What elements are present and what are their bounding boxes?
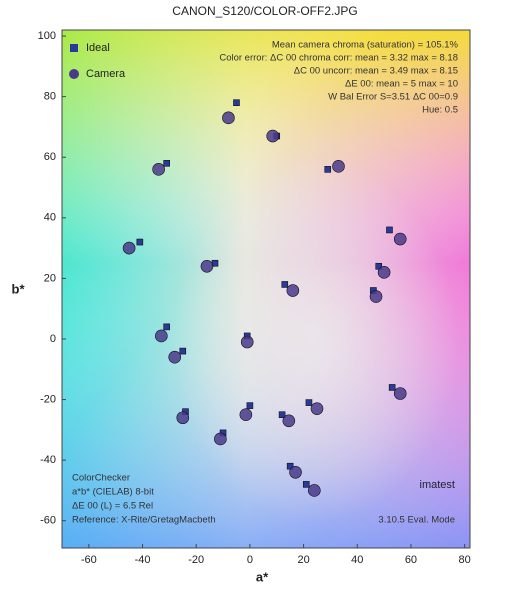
camera-point <box>168 350 182 364</box>
camera-point <box>152 163 165 176</box>
legend-marker <box>70 44 78 52</box>
legend-label: Camera <box>86 68 126 80</box>
plot-bg <box>62 30 470 548</box>
x-tick-label: 0 <box>247 554 253 566</box>
ideal-point <box>179 347 187 355</box>
ideal-point <box>278 411 286 419</box>
legend-label: Ideal <box>86 42 110 54</box>
annotation: W Bal Error S=3.51 ΔC 00=0.9 <box>328 92 458 103</box>
annotation: ΔE 00: mean = 5 max = 10 <box>345 79 458 90</box>
annotation: ColorChecker <box>72 473 130 484</box>
annotation: Hue: 0.5 <box>422 105 458 116</box>
camera-point <box>308 484 321 497</box>
ideal-point <box>136 238 144 246</box>
camera-point <box>289 465 302 479</box>
annotation: Mean camera chroma (saturation) = 105.1% <box>272 40 459 51</box>
annotation: ΔE 00 (L) = 6.5 Rel <box>72 501 153 512</box>
camera-point <box>122 241 136 255</box>
camera-point <box>286 284 300 297</box>
camera-point <box>282 414 296 428</box>
camera-point <box>369 290 383 303</box>
x-tick-label: -40 <box>135 554 151 566</box>
ideal-point <box>163 323 170 331</box>
x-tick-label: -60 <box>81 554 97 566</box>
ideal-point <box>324 166 332 173</box>
ideal-point <box>246 402 254 409</box>
footer: 3.10.5 Eval. Mode <box>378 515 455 526</box>
camera-point <box>332 160 345 173</box>
x-tick-label: -20 <box>188 554 204 566</box>
camera-point <box>214 432 227 446</box>
annotation: a*b* (CIELAB) 8-bit <box>72 487 154 498</box>
ideal-point <box>233 99 240 107</box>
ideal-point <box>388 384 396 391</box>
camera-point <box>222 111 235 125</box>
x-tick-label: 80 <box>459 554 471 566</box>
ideal-point <box>163 159 170 167</box>
y-tick-label: -40 <box>40 454 56 466</box>
y-tick-label: 20 <box>44 272 56 284</box>
legend-marker <box>69 69 79 79</box>
camera-point <box>200 259 214 273</box>
x-tick-label: 40 <box>351 554 363 566</box>
y-tick-label: 0 <box>50 333 56 345</box>
camera-point <box>377 266 391 279</box>
y-tick-label: 80 <box>44 91 56 103</box>
camera-point <box>393 232 407 246</box>
camera-point <box>310 402 324 415</box>
annotation: Reference: X-Rite/GretagMacbeth <box>72 515 216 526</box>
y-tick-label: -60 <box>40 515 56 527</box>
y-tick-label: 100 <box>38 30 56 42</box>
x-tick-label: 20 <box>297 554 309 566</box>
annotation: ΔC 00 uncorr: mean = 3.49 max = 8.15 <box>294 66 458 77</box>
y-axis-label: b* <box>12 281 26 296</box>
y-tick-label: -20 <box>40 393 56 405</box>
chart-title: CANON_S120/COLOR-OFF2.JPG <box>172 4 357 18</box>
camera-point <box>155 329 168 343</box>
camera-point <box>240 335 254 349</box>
x-axis-label: a* <box>256 569 269 584</box>
y-tick-label: 60 <box>44 151 56 163</box>
camera-point <box>266 129 280 143</box>
camera-point <box>239 408 253 422</box>
annotation: Color error: ΔC 00 chroma corr: mean = 3… <box>219 53 458 64</box>
ideal-point <box>386 226 393 234</box>
camera-point <box>393 387 407 400</box>
y-tick-label: 40 <box>44 212 56 224</box>
ideal-point <box>302 481 310 488</box>
camera-point <box>176 411 190 425</box>
x-tick-label: 60 <box>405 554 417 566</box>
plot-frame <box>61 29 471 549</box>
ideal-point <box>305 399 313 406</box>
ideal-point <box>281 281 289 288</box>
logo: imatest <box>420 479 455 491</box>
